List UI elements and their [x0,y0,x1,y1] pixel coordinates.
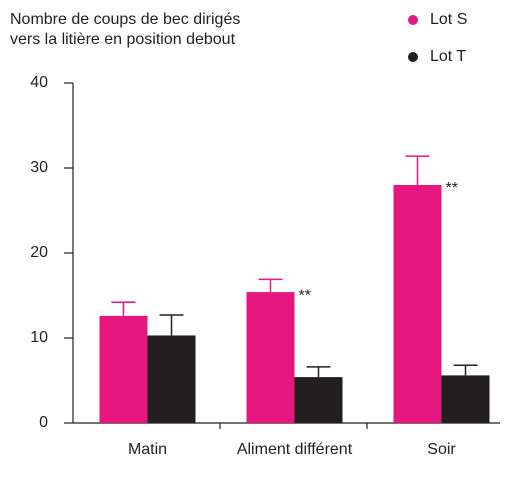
y-tick-label: 20 [30,244,48,261]
bar [147,335,196,423]
y-tick-label: 30 [30,159,48,176]
bar [441,375,490,423]
x-tick-label: Soir [427,441,456,458]
bar [393,185,442,423]
chart-title: Nombre de coups de bec dirigés vers la l… [10,11,241,48]
annotation: ** [299,287,311,304]
annotation: ** [446,180,458,197]
legend-swatch [408,15,418,25]
y-tick-label: 40 [30,74,48,91]
x-tick-label: Aliment différent [236,441,353,458]
bar [294,377,343,423]
legend-swatch [408,52,418,62]
x-tick-label: Matin [127,441,168,458]
legend-label: Lot S [430,11,467,28]
bar [99,315,148,423]
legend-label: Lot T [430,48,466,65]
bar [246,292,295,423]
y-tick-label: 10 [30,329,48,346]
y-tick-label: 0 [39,414,48,431]
